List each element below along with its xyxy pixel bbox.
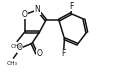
Text: O: O (21, 10, 27, 19)
Text: N: N (34, 5, 40, 14)
Text: F: F (69, 2, 73, 11)
Text: O: O (17, 43, 23, 52)
Text: CH₃: CH₃ (11, 44, 22, 49)
Text: O: O (36, 49, 42, 58)
Text: F: F (61, 49, 65, 58)
Text: CH₃: CH₃ (7, 61, 18, 66)
